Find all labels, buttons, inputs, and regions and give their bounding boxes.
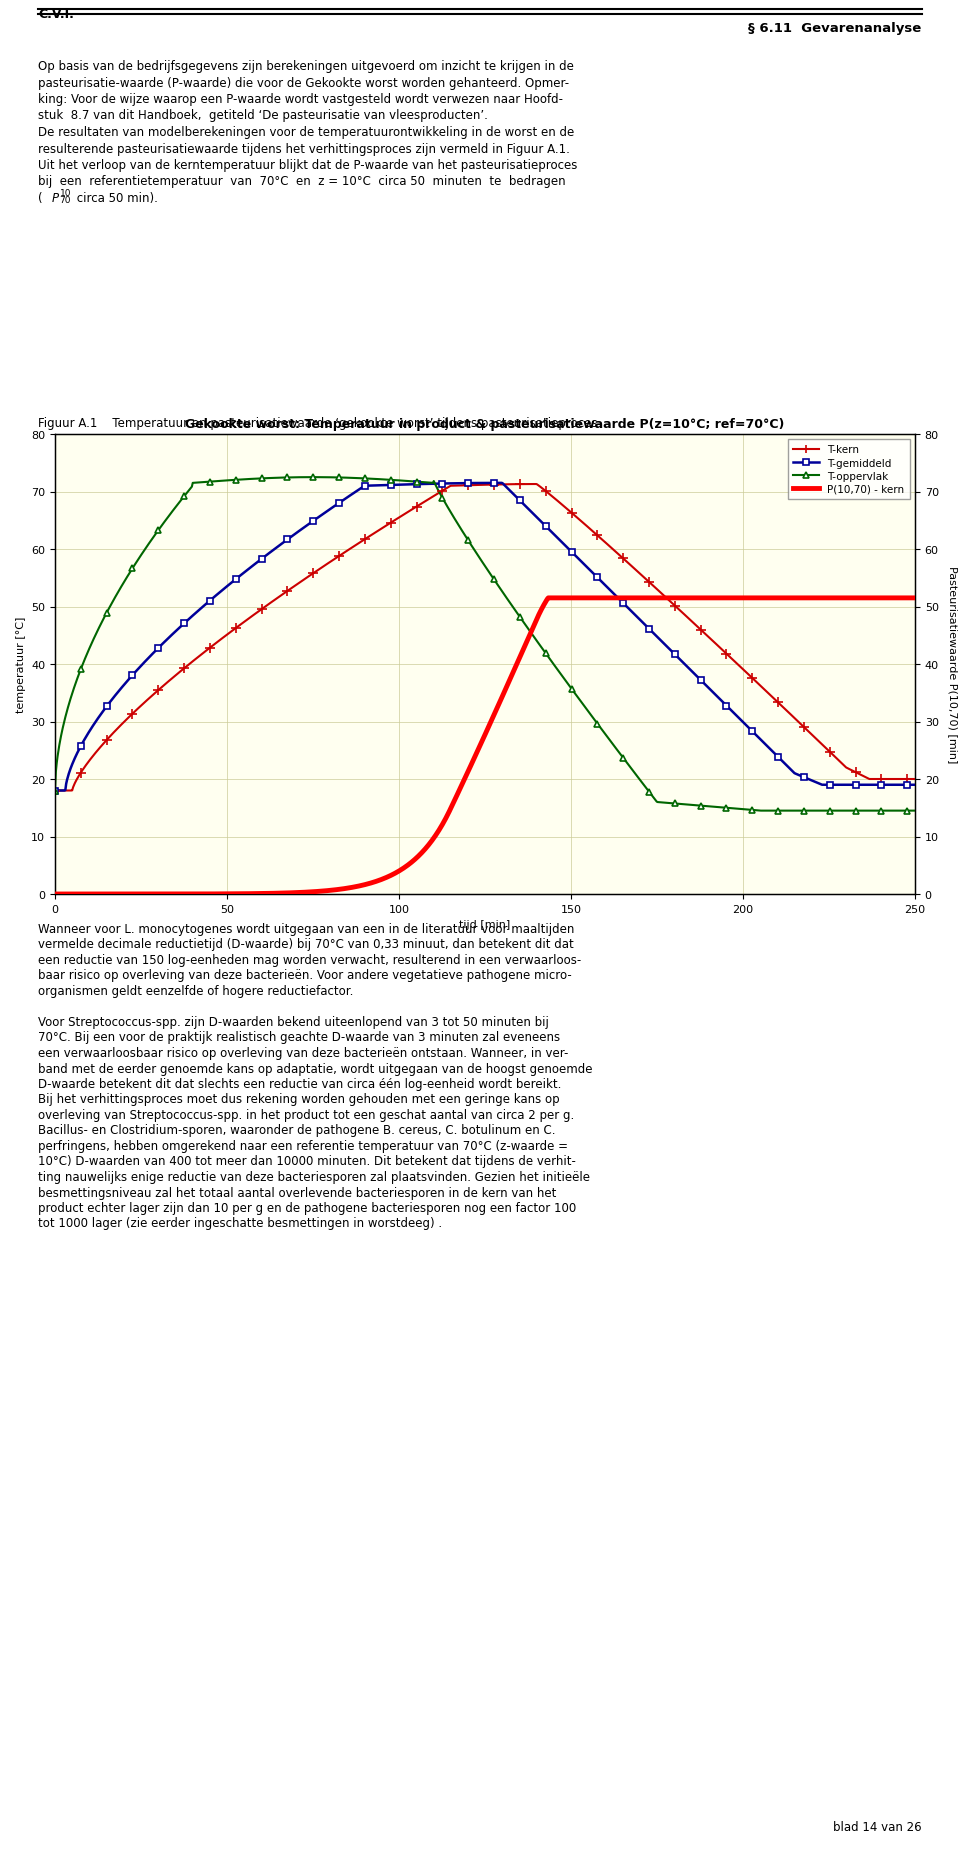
Text: tot 1000 lager (zie eerder ingeschatte besmettingen in worstdeeg) .: tot 1000 lager (zie eerder ingeschatte b… xyxy=(38,1217,443,1230)
Title: Gekookte worst: Temperatuur in product & pasteurisatiewaarde P(z=10°C; ref=70°C): Gekookte worst: Temperatuur in product &… xyxy=(185,417,784,430)
Text: band met de eerder genoemde kans op adaptatie, wordt uitgegaan van de hoogst gen: band met de eerder genoemde kans op adap… xyxy=(38,1061,593,1074)
Text: Bacillus- en Clostridium-sporen, waaronder de pathogene B. cereus, C. botulinum : Bacillus- en Clostridium-sporen, waarond… xyxy=(38,1124,556,1137)
Text: besmettingsniveau zal het totaal aantal overlevende bacteriesporen in de kern va: besmettingsniveau zal het totaal aantal … xyxy=(38,1185,557,1198)
Y-axis label: temperatuur [°C]: temperatuur [°C] xyxy=(15,616,26,712)
Text: resulterende pasteurisatiewaarde tijdens het verhittingsproces zijn vermeld in F: resulterende pasteurisatiewaarde tijdens… xyxy=(38,143,570,156)
Text: vermelde decimale reductietijd (D-waarde) bij 70°C van 0,33 minuut, dan betekent: vermelde decimale reductietijd (D-waarde… xyxy=(38,939,574,952)
Text: king: Voor de wijze waarop een P-waarde wordt vastgesteld wordt verwezen naar Ho: king: Voor de wijze waarop een P-waarde … xyxy=(38,93,564,106)
Text: stuk  8.7 van dit Handboek,  getiteld ‘De pasteurisatie van vleesproducten’.: stuk 8.7 van dit Handboek, getiteld ‘De … xyxy=(38,109,489,122)
Text: ting nauwelijks enige reductie van deze bacteriesporen zal plaatsvinden. Gezien : ting nauwelijks enige reductie van deze … xyxy=(38,1171,590,1183)
Text: D-waarde betekent dit dat slechts een reductie van circa één log-eenheid wordt b: D-waarde betekent dit dat slechts een re… xyxy=(38,1078,562,1091)
Text: 70: 70 xyxy=(60,197,71,204)
X-axis label: tijd [min]: tijd [min] xyxy=(460,920,511,929)
Text: 70°C. Bij een voor de praktijk realistisch geachte D-waarde van 3 minuten zal ev: 70°C. Bij een voor de praktijk realistis… xyxy=(38,1031,561,1044)
Text: organismen geldt eenzelfde of hogere reductiefactor.: organismen geldt eenzelfde of hogere red… xyxy=(38,985,354,998)
Text: blad 14 van 26: blad 14 van 26 xyxy=(833,1820,922,1833)
Text: baar risico op overleving van deze bacterieën. Voor andere vegetatieve pathogene: baar risico op overleving van deze bacte… xyxy=(38,968,572,981)
Text: Figuur A.1    Temperatuur en pasteurisatiewaarde ‘gekookte worst’ tijdens pasteu: Figuur A.1 Temperatuur en pasteurisatiew… xyxy=(38,417,598,430)
Text: De resultaten van modelberekeningen voor de temperatuurontwikkeling in de worst : De resultaten van modelberekeningen voor… xyxy=(38,126,575,139)
Text: een verwaarloosbaar risico op overleving van deze bacterieën ontstaan. Wanneer, : een verwaarloosbaar risico op overleving… xyxy=(38,1046,568,1059)
Text: pasteurisatie-waarde (P-waarde) die voor de Gekookte worst worden gehanteerd. Op: pasteurisatie-waarde (P-waarde) die voor… xyxy=(38,76,569,89)
Text: Bij het verhittingsproces moet dus rekening worden gehouden met een geringe kans: Bij het verhittingsproces moet dus reken… xyxy=(38,1093,560,1106)
Legend: T-kern, T-gemiddeld, T-oppervlak, P(10,70) - kern: T-kern, T-gemiddeld, T-oppervlak, P(10,7… xyxy=(788,440,910,499)
Y-axis label: Pasteurisatiewaarde P(10,70) [min]: Pasteurisatiewaarde P(10,70) [min] xyxy=(948,566,958,762)
Text: C.V.I.: C.V.I. xyxy=(38,7,74,20)
Text: product echter lager zijn dan 10 per g en de pathogene bacteriesporen nog een fa: product echter lager zijn dan 10 per g e… xyxy=(38,1202,577,1215)
Text: bij  een  referentietemperatuur  van  70°C  en  z = 10°C  circa 50  minuten  te : bij een referentietemperatuur van 70°C e… xyxy=(38,176,566,189)
Text: P: P xyxy=(52,191,59,204)
Text: Op basis van de bedrijfsgegevens zijn berekeningen uitgevoerd om inzicht te krij: Op basis van de bedrijfsgegevens zijn be… xyxy=(38,59,574,72)
Text: (: ( xyxy=(38,191,47,204)
Text: perfringens, hebben omgerekend naar een referentie temperatuur van 70°C (z-waard: perfringens, hebben omgerekend naar een … xyxy=(38,1139,568,1152)
Text: 10°C) D-waarden van 400 tot meer dan 10000 minuten. Dit betekent dat tijdens de : 10°C) D-waarden van 400 tot meer dan 100… xyxy=(38,1156,576,1169)
Text: 10: 10 xyxy=(60,189,71,198)
Text: Voor Streptococcus-spp. zijn D-waarden bekend uiteenlopend van 3 tot 50 minuten : Voor Streptococcus-spp. zijn D-waarden b… xyxy=(38,1015,549,1028)
Text: § 6.11  Gevarenanalyse: § 6.11 Gevarenanalyse xyxy=(749,22,922,35)
Text: circa 50 min).: circa 50 min). xyxy=(73,191,157,204)
Text: Uit het verloop van de kerntemperatuur blijkt dat de P-waarde van het pasteurisa: Uit het verloop van de kerntemperatuur b… xyxy=(38,160,578,173)
Text: overleving van Streptococcus-spp. in het product tot een geschat aantal van circ: overleving van Streptococcus-spp. in het… xyxy=(38,1109,575,1122)
Text: een reductie van 150 log-eenheden mag worden verwacht, resulterend in een verwaa: een reductie van 150 log-eenheden mag wo… xyxy=(38,953,582,966)
Text: Wanneer voor L. monocytogenes wordt uitgegaan van een in de literatuur voor maal: Wanneer voor L. monocytogenes wordt uitg… xyxy=(38,922,575,935)
